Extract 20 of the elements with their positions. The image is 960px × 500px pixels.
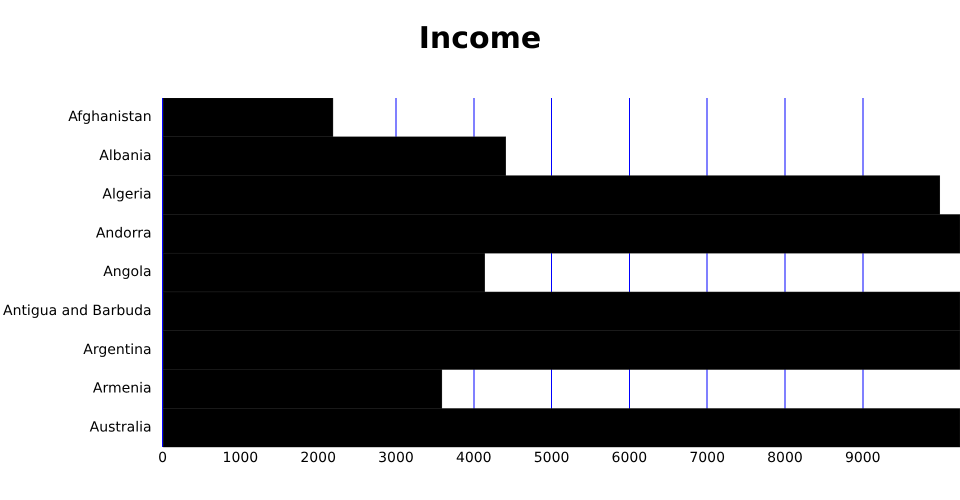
y-tick-label: Algeria (102, 186, 152, 203)
x-tick-label: 1000 (222, 450, 258, 466)
y-tick-label: Albania (99, 148, 152, 164)
x-tick-label: 0 (158, 450, 168, 466)
x-tick-label: 7000 (689, 450, 725, 466)
y-tick-label: Afghanistan (68, 109, 152, 126)
x-tick-label: 6000 (612, 450, 648, 466)
y-tick-label: Armenia (92, 380, 152, 397)
x-tick-label: 8000 (767, 450, 803, 466)
x-tick-label: 3000 (378, 450, 414, 466)
y-tick-label: Angola (103, 264, 152, 280)
x-tick-label: 4000 (456, 450, 492, 466)
y-tick-label: Australia (90, 419, 152, 436)
y-tick-label: Antigua and Barbuda (2, 303, 152, 320)
chart-title: Income (418, 20, 542, 56)
x-tick-label: 2000 (300, 450, 336, 466)
x-tick-label: 5000 (534, 450, 570, 466)
x-tick-label: 9000 (844, 450, 881, 466)
y-tick-label: Argentina (83, 342, 152, 358)
y-tick-label: Andorra (96, 225, 152, 242)
